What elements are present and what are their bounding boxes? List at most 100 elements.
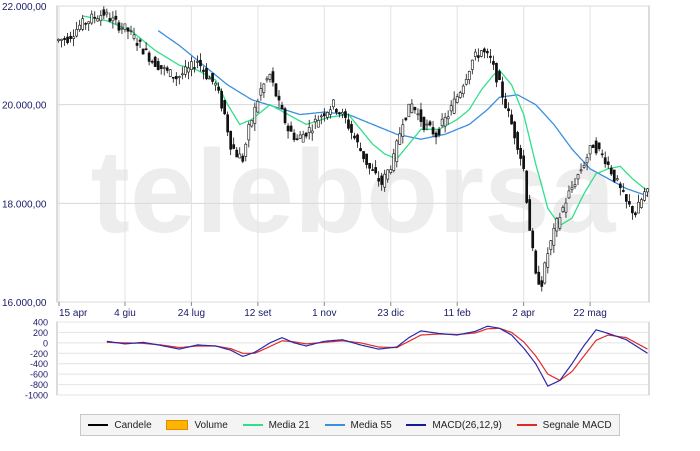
candle-body: [217, 86, 220, 91]
candle-body: [507, 108, 510, 112]
candle-body: [90, 13, 94, 24]
teleborsa-watermark: teleborsa: [91, 126, 617, 258]
candle-body: [389, 169, 393, 173]
candle-body: [549, 240, 553, 250]
legend-swatch-candele: [88, 424, 109, 426]
candle-body: [519, 147, 522, 159]
candle-body: [277, 95, 281, 101]
candle-body: [232, 144, 236, 149]
candle-body: [350, 124, 353, 133]
candle-body: [341, 112, 344, 115]
candle-body: [431, 127, 435, 135]
candle-body: [416, 113, 420, 116]
candle-body: [310, 130, 314, 134]
candle-body: [531, 230, 535, 249]
candle-body: [283, 108, 287, 124]
macd-y-tick: 0: [43, 338, 48, 348]
macd-y-tick: -800: [30, 380, 48, 390]
macd-y-tick: 400: [33, 318, 48, 328]
legend-label-macd: MACD(26,12,9): [432, 419, 502, 431]
candle-body: [407, 103, 411, 118]
candle-body: [443, 116, 447, 127]
candle-body: [313, 118, 317, 123]
candle-body: [63, 38, 66, 40]
candle-body: [395, 140, 399, 163]
candle-body: [573, 184, 577, 187]
candle-body: [99, 15, 103, 22]
candle-body: [476, 55, 480, 58]
legend-swatch-segnale-macd: [516, 424, 537, 426]
candle-body: [522, 155, 526, 169]
price-x-tick: 22 mag: [573, 308, 606, 319]
candle-body: [597, 142, 601, 150]
candle-body: [274, 83, 278, 97]
candle-body: [455, 96, 459, 103]
candle-body: [537, 271, 541, 285]
media-21-line: [82, 15, 648, 227]
price-plot-area: [56, 5, 650, 303]
candle-body: [392, 153, 396, 171]
price-y-tick: 22.000,00: [2, 2, 47, 13]
candle-body: [141, 48, 145, 55]
candle-body: [208, 77, 211, 80]
candle-body: [332, 99, 335, 108]
candle-body: [271, 71, 275, 83]
legend-item-media-55: Media 55: [324, 420, 392, 431]
candle-body: [159, 65, 163, 69]
candle-body: [631, 206, 634, 214]
candle-body: [356, 134, 359, 143]
candle-body: [102, 9, 106, 16]
candle-body: [513, 121, 516, 139]
legend-swatch-media-21: [242, 424, 263, 426]
candle-body: [111, 17, 115, 22]
candle-body: [579, 169, 583, 172]
legend-label-segnale-macd: Segnale MACD: [542, 419, 612, 431]
candle-body: [543, 262, 547, 284]
candle-body: [57, 38, 60, 41]
candle-body: [540, 280, 544, 287]
candle-body: [452, 98, 456, 114]
legend-item-volume: Volume: [166, 419, 228, 431]
candle-body: [570, 186, 574, 190]
candle-body: [618, 183, 622, 189]
candle-body: [464, 79, 468, 85]
candle-body: [292, 132, 296, 140]
candle-body: [132, 34, 136, 39]
candle-body: [319, 115, 323, 118]
candle-body: [555, 218, 559, 232]
price-y-tick: 16.000,00: [2, 298, 47, 309]
candle-body: [84, 23, 88, 25]
candle-body: [171, 76, 175, 79]
price-x-tick: 11 feb: [444, 308, 471, 319]
candle-body: [87, 21, 91, 24]
candle-body: [129, 30, 133, 32]
candle-body: [344, 111, 347, 118]
candle-body: [135, 42, 139, 46]
candle-body: [244, 143, 248, 157]
candle-body: [624, 194, 628, 202]
candle-body: [187, 67, 190, 73]
candle-body: [458, 92, 462, 98]
candle-body: [250, 120, 254, 127]
candle-body: [177, 76, 181, 78]
candle-body: [265, 78, 269, 81]
legend-item-media-21: Media 21: [242, 420, 310, 431]
candle-body: [259, 88, 263, 96]
candle-body: [470, 59, 474, 70]
candle-body: [180, 73, 184, 76]
candle-body: [353, 135, 356, 139]
candle-body: [301, 134, 305, 143]
candle-body: [256, 101, 260, 113]
macd-y-tick: 200: [33, 328, 48, 338]
candle-body: [594, 140, 598, 154]
macd-y-tick: -200: [30, 349, 48, 359]
candle-body: [615, 178, 619, 181]
price-x-tick: 24 lug: [178, 308, 205, 319]
candle-body: [190, 61, 193, 70]
legend-label-volume: Volume: [194, 419, 228, 431]
price-y-tick: 18.000,00: [2, 199, 47, 210]
candle-body: [262, 83, 266, 93]
candle-body: [498, 71, 501, 80]
candle-body: [81, 18, 85, 30]
candle-body: [492, 61, 495, 65]
